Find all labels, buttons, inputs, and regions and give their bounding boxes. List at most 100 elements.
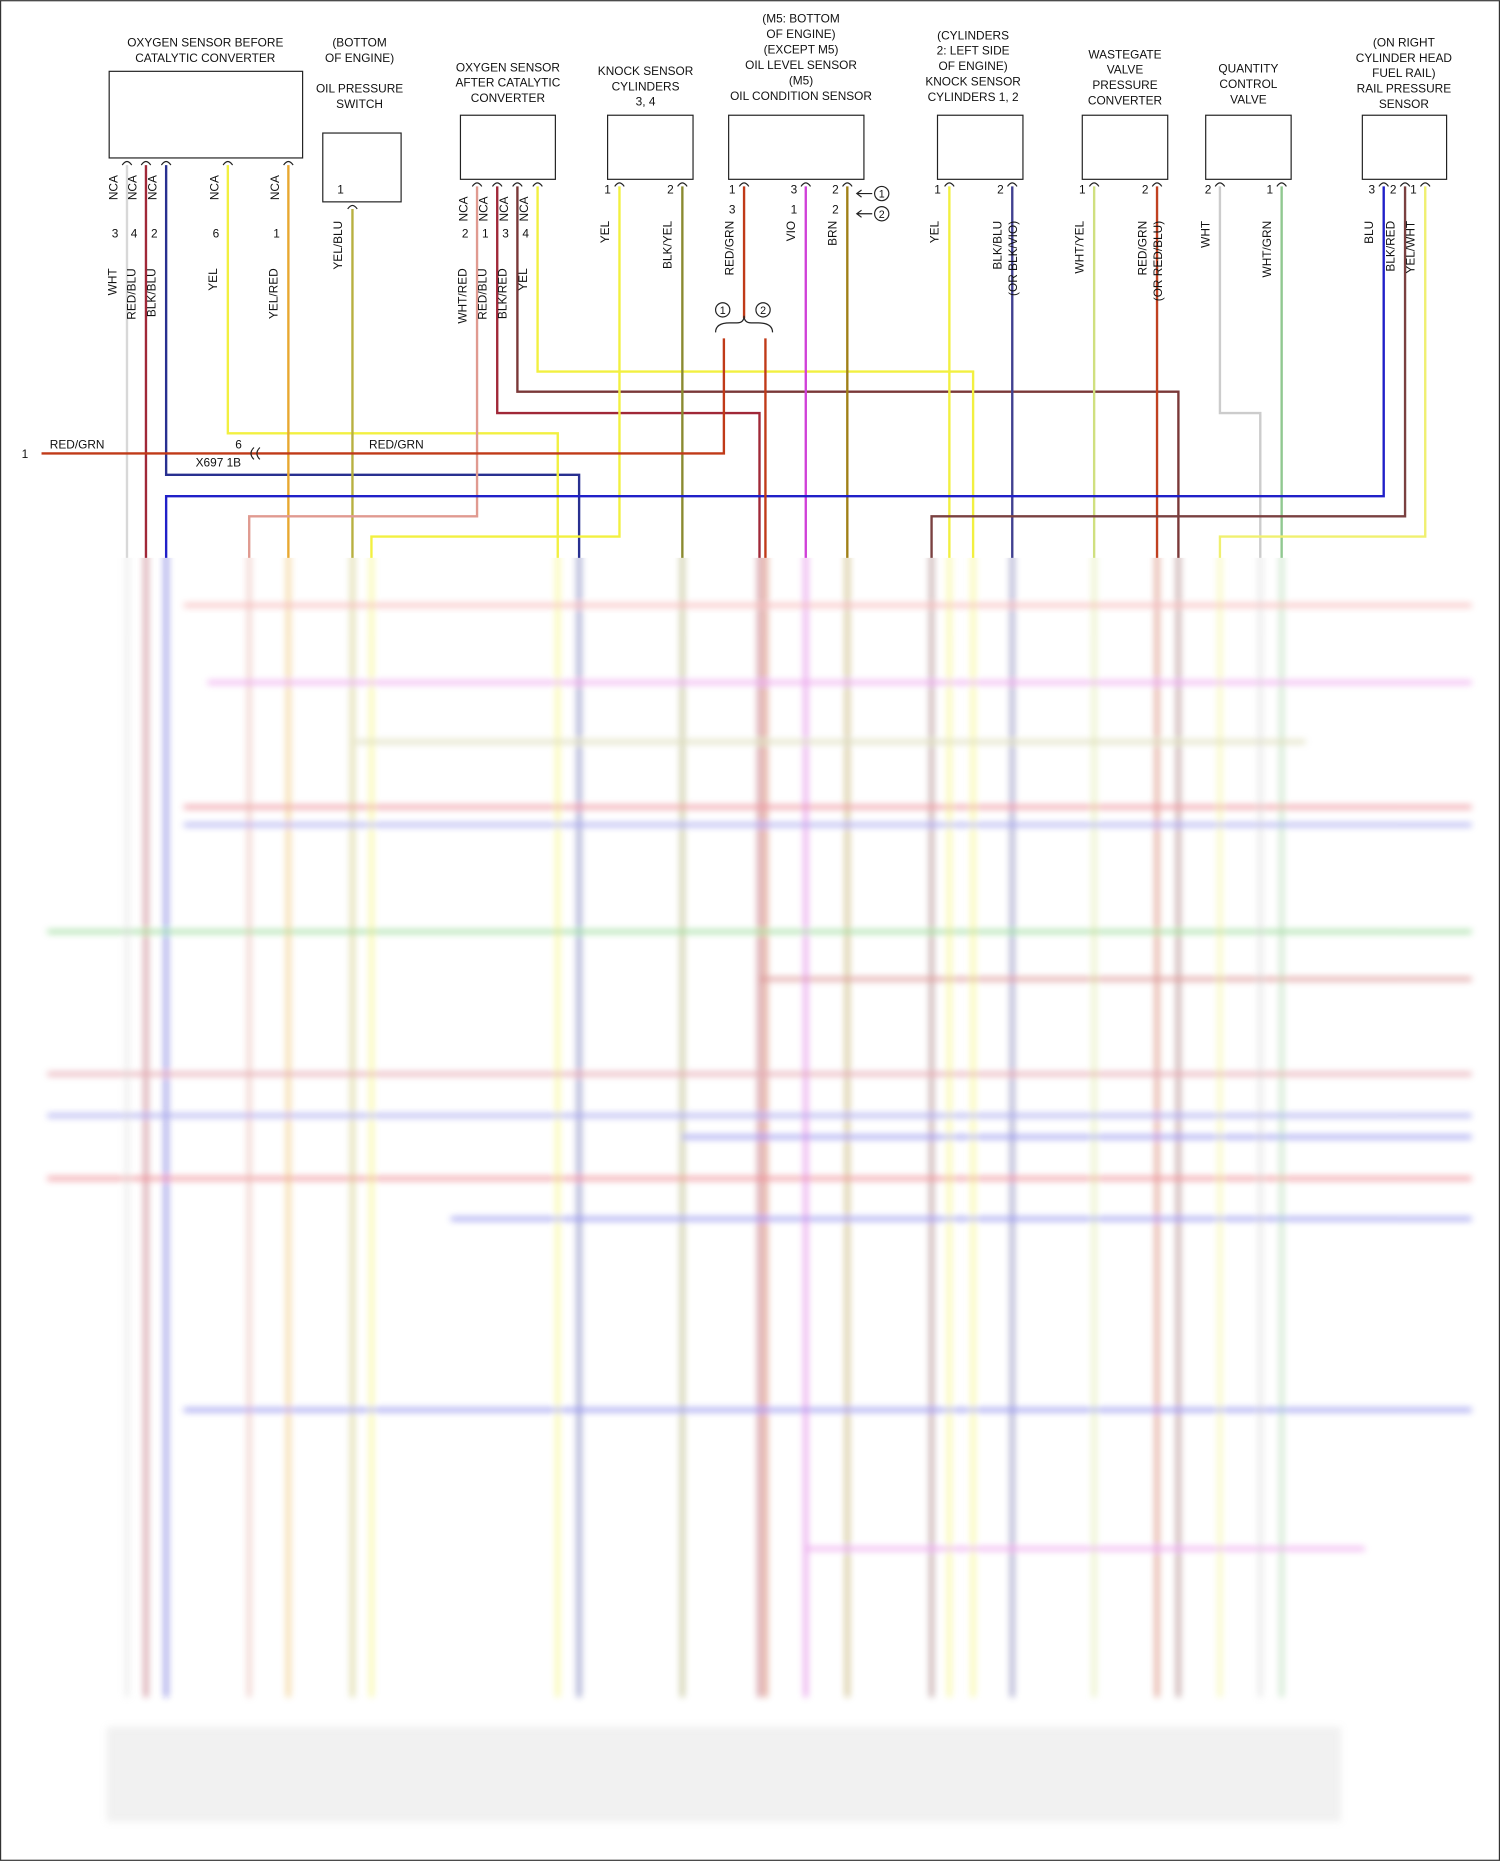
wire-color-label: YEL — [598, 220, 612, 243]
component-box — [607, 114, 694, 180]
component-label: (M5: BOTTOM — [762, 12, 840, 26]
wire-color-label: YEL/BLU — [331, 221, 345, 270]
wire-color-label: BLK/BLU — [991, 221, 1005, 270]
component-label: CYLINDERS 1, 2 — [928, 90, 1019, 104]
component-label: CATALYTIC CONVERTER — [135, 51, 276, 65]
wire-color-label: VIO — [784, 221, 798, 241]
nca-label: NCA — [106, 175, 120, 200]
terminal — [614, 182, 625, 187]
wire-color-label: RED/GRN — [50, 438, 105, 452]
terminal — [532, 182, 543, 187]
component-label: (BOTTOM — [332, 35, 386, 49]
nca-label: NCA — [125, 175, 139, 200]
callout-circle — [874, 206, 890, 222]
wire-color-label: WHT/YEL — [1072, 220, 1086, 273]
pin-number: 2 — [667, 183, 674, 197]
pin-number: 1 — [1410, 183, 1417, 197]
terminal — [121, 160, 133, 166]
wire-color-label: YEL/RED — [267, 268, 281, 319]
wire-color-label: RED/BLU — [124, 268, 138, 319]
wire-color-label: RED/GRN — [369, 438, 424, 452]
pin-number: 2 — [1142, 183, 1149, 197]
nca-label: NCA — [268, 175, 282, 200]
pin-number: 3 — [791, 183, 798, 197]
pin-number: 3 — [1369, 183, 1376, 197]
component-label: OF ENGINE) — [939, 59, 1008, 73]
component-label: OXYGEN SENSOR BEFORE — [127, 35, 283, 49]
component-label: FUEL RAIL) — [1372, 66, 1436, 80]
wire — [164, 186, 1385, 558]
component-label: OIL CONDITION SENSOR — [730, 89, 872, 103]
wire — [164, 165, 581, 558]
wire-color-label: YEL — [206, 268, 220, 291]
component-label: CYLINDER HEAD — [1356, 51, 1452, 65]
wire — [1176, 557, 1181, 1698]
pin-number: 4 — [522, 226, 529, 240]
terminal — [1151, 182, 1163, 187]
pin-number: 1 — [729, 183, 736, 197]
wire-color-label: BLK/BLU — [144, 268, 158, 317]
wire-color-label: BLK/RED — [496, 268, 510, 319]
connector-symbol — [250, 447, 261, 460]
connector-pin: 1 — [22, 447, 29, 461]
terminal — [800, 182, 812, 187]
component-label: OIL LEVEL SENSOR — [745, 58, 857, 72]
wire-color-label: YEL/WHT — [1404, 221, 1418, 274]
component-label: CYLINDERS — [612, 79, 680, 93]
pin-number: 3 — [729, 203, 736, 217]
pin-number: 4 — [131, 226, 138, 240]
wire-color-label: RED/GRN — [722, 221, 736, 276]
component-label: CONTROL — [1219, 77, 1277, 91]
pin-number: 1 — [934, 183, 941, 197]
component-box — [322, 132, 402, 203]
pin-number: 2 — [151, 226, 158, 240]
wire — [226, 165, 559, 558]
wire-color-label: BRN — [826, 221, 840, 246]
wire-color-label: (OR BLK/VIO) — [1006, 221, 1020, 296]
component-box — [936, 114, 1024, 180]
wire-color-label: BLK/RED — [1383, 221, 1397, 272]
terminal — [738, 182, 750, 187]
wire — [247, 557, 251, 1698]
wire — [1258, 557, 1263, 1698]
component-label: OXYGEN SENSOR — [456, 60, 561, 74]
terminal — [491, 182, 503, 187]
wire — [971, 557, 975, 1698]
terminal — [1088, 182, 1100, 187]
components: OXYGEN SENSOR BEFORE CATALYTIC CONVERTER N… — [22, 12, 1452, 470]
terminal — [1276, 182, 1287, 187]
wire — [757, 557, 762, 1698]
component-label: 3, 4 — [636, 95, 656, 109]
component-label: VALVE — [1107, 63, 1144, 77]
wire-color-label: WHT/RED — [455, 268, 469, 323]
callout-number: 1 — [720, 305, 726, 317]
component-label: PRESSURE — [1092, 78, 1157, 92]
pin-number: 1 — [273, 226, 280, 240]
component-label: OIL PRESSURE — [316, 82, 403, 96]
pin-number: 2 — [832, 183, 839, 197]
callout-arrow — [855, 189, 873, 218]
wire — [248, 186, 479, 558]
wire — [164, 557, 168, 1698]
wire-color-label: RED/BLU — [476, 268, 490, 319]
pin-number: 2 — [1205, 183, 1212, 197]
wire — [536, 186, 975, 558]
connector-name: X697 1B — [196, 455, 242, 469]
brace — [714, 315, 774, 333]
component-label: SENSOR — [1379, 97, 1430, 111]
pin-number: 1 — [482, 226, 489, 240]
terminal — [160, 160, 172, 166]
wire — [1218, 186, 1427, 558]
terminal — [1007, 182, 1018, 187]
component-label: KNOCK SENSOR — [598, 64, 694, 78]
component-label: KNOCK SENSOR — [925, 75, 1021, 89]
wire — [930, 186, 1407, 558]
pin-number: 2 — [832, 203, 839, 217]
terminal — [140, 160, 152, 166]
wire-color-label: BLU — [1362, 221, 1376, 244]
wire — [496, 186, 761, 558]
component-label: QUANTITY — [1218, 62, 1278, 76]
connector-cavity: 6 — [235, 438, 242, 452]
component-label: (M5) — [789, 73, 813, 87]
